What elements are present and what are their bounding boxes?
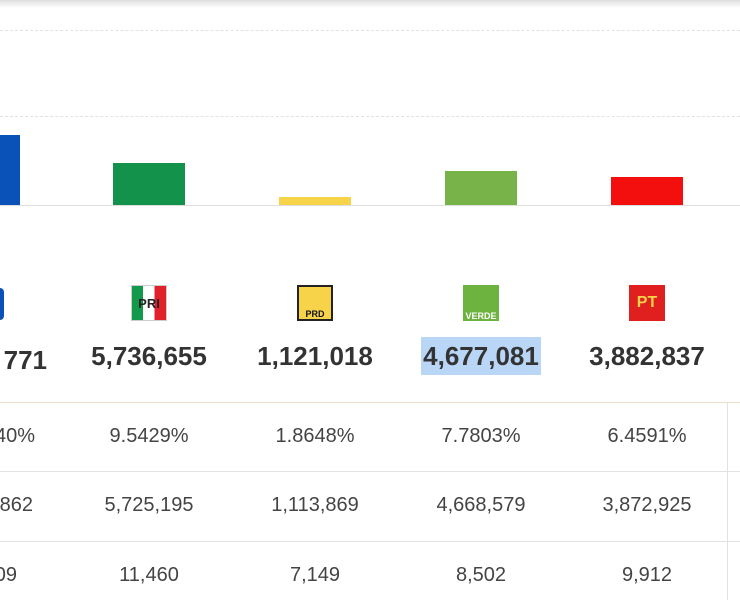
votes-cell: 5,736,655	[66, 341, 232, 372]
votes: 3,882,837	[589, 341, 705, 371]
cell: 9,912	[621, 564, 673, 586]
bar-partial	[0, 135, 20, 205]
party-logo: PT	[629, 285, 665, 321]
bar	[611, 176, 683, 205]
percent: 1.8648%	[275, 425, 355, 447]
cell: 8,502	[455, 564, 507, 586]
votes: 771	[3, 345, 47, 375]
cell: 7,149	[289, 564, 341, 586]
votes-cell: 3,882,837	[564, 341, 730, 372]
grid-line	[0, 116, 740, 117]
logo-partial	[0, 288, 4, 320]
row-line	[0, 471, 740, 472]
bar	[279, 196, 351, 205]
percent: 9.5429%	[109, 425, 189, 447]
percent: 7.7803%	[441, 425, 521, 447]
party-logo: PRD	[297, 285, 333, 321]
top-shadow	[0, 0, 740, 8]
row-line	[0, 402, 740, 403]
votes: 4,677,081	[421, 337, 541, 375]
cell: 3,872,925	[602, 494, 692, 516]
votes-cell: 1,121,018	[232, 341, 398, 372]
cell: 5,725,195	[104, 494, 194, 516]
party-logo: VERDE	[463, 285, 499, 321]
bar	[445, 170, 517, 205]
percent: 6.4591%	[607, 425, 687, 447]
votes-cell: 4,677,081	[398, 337, 564, 375]
cell: 4,668,579	[436, 494, 526, 516]
cell: 11,460	[119, 564, 179, 586]
cell: 1,113,869	[271, 494, 359, 516]
grid-line	[0, 30, 740, 31]
baseline	[0, 205, 740, 206]
right-border	[727, 402, 728, 600]
party-logo: PRI	[131, 285, 167, 321]
cell: 09	[0, 564, 17, 586]
votes: 1,121,018	[257, 341, 373, 371]
row-line	[0, 541, 740, 542]
bar	[113, 163, 185, 205]
votes: 5,736,655	[91, 341, 207, 371]
cell: 862	[0, 494, 33, 516]
percent: 40%	[0, 425, 35, 447]
